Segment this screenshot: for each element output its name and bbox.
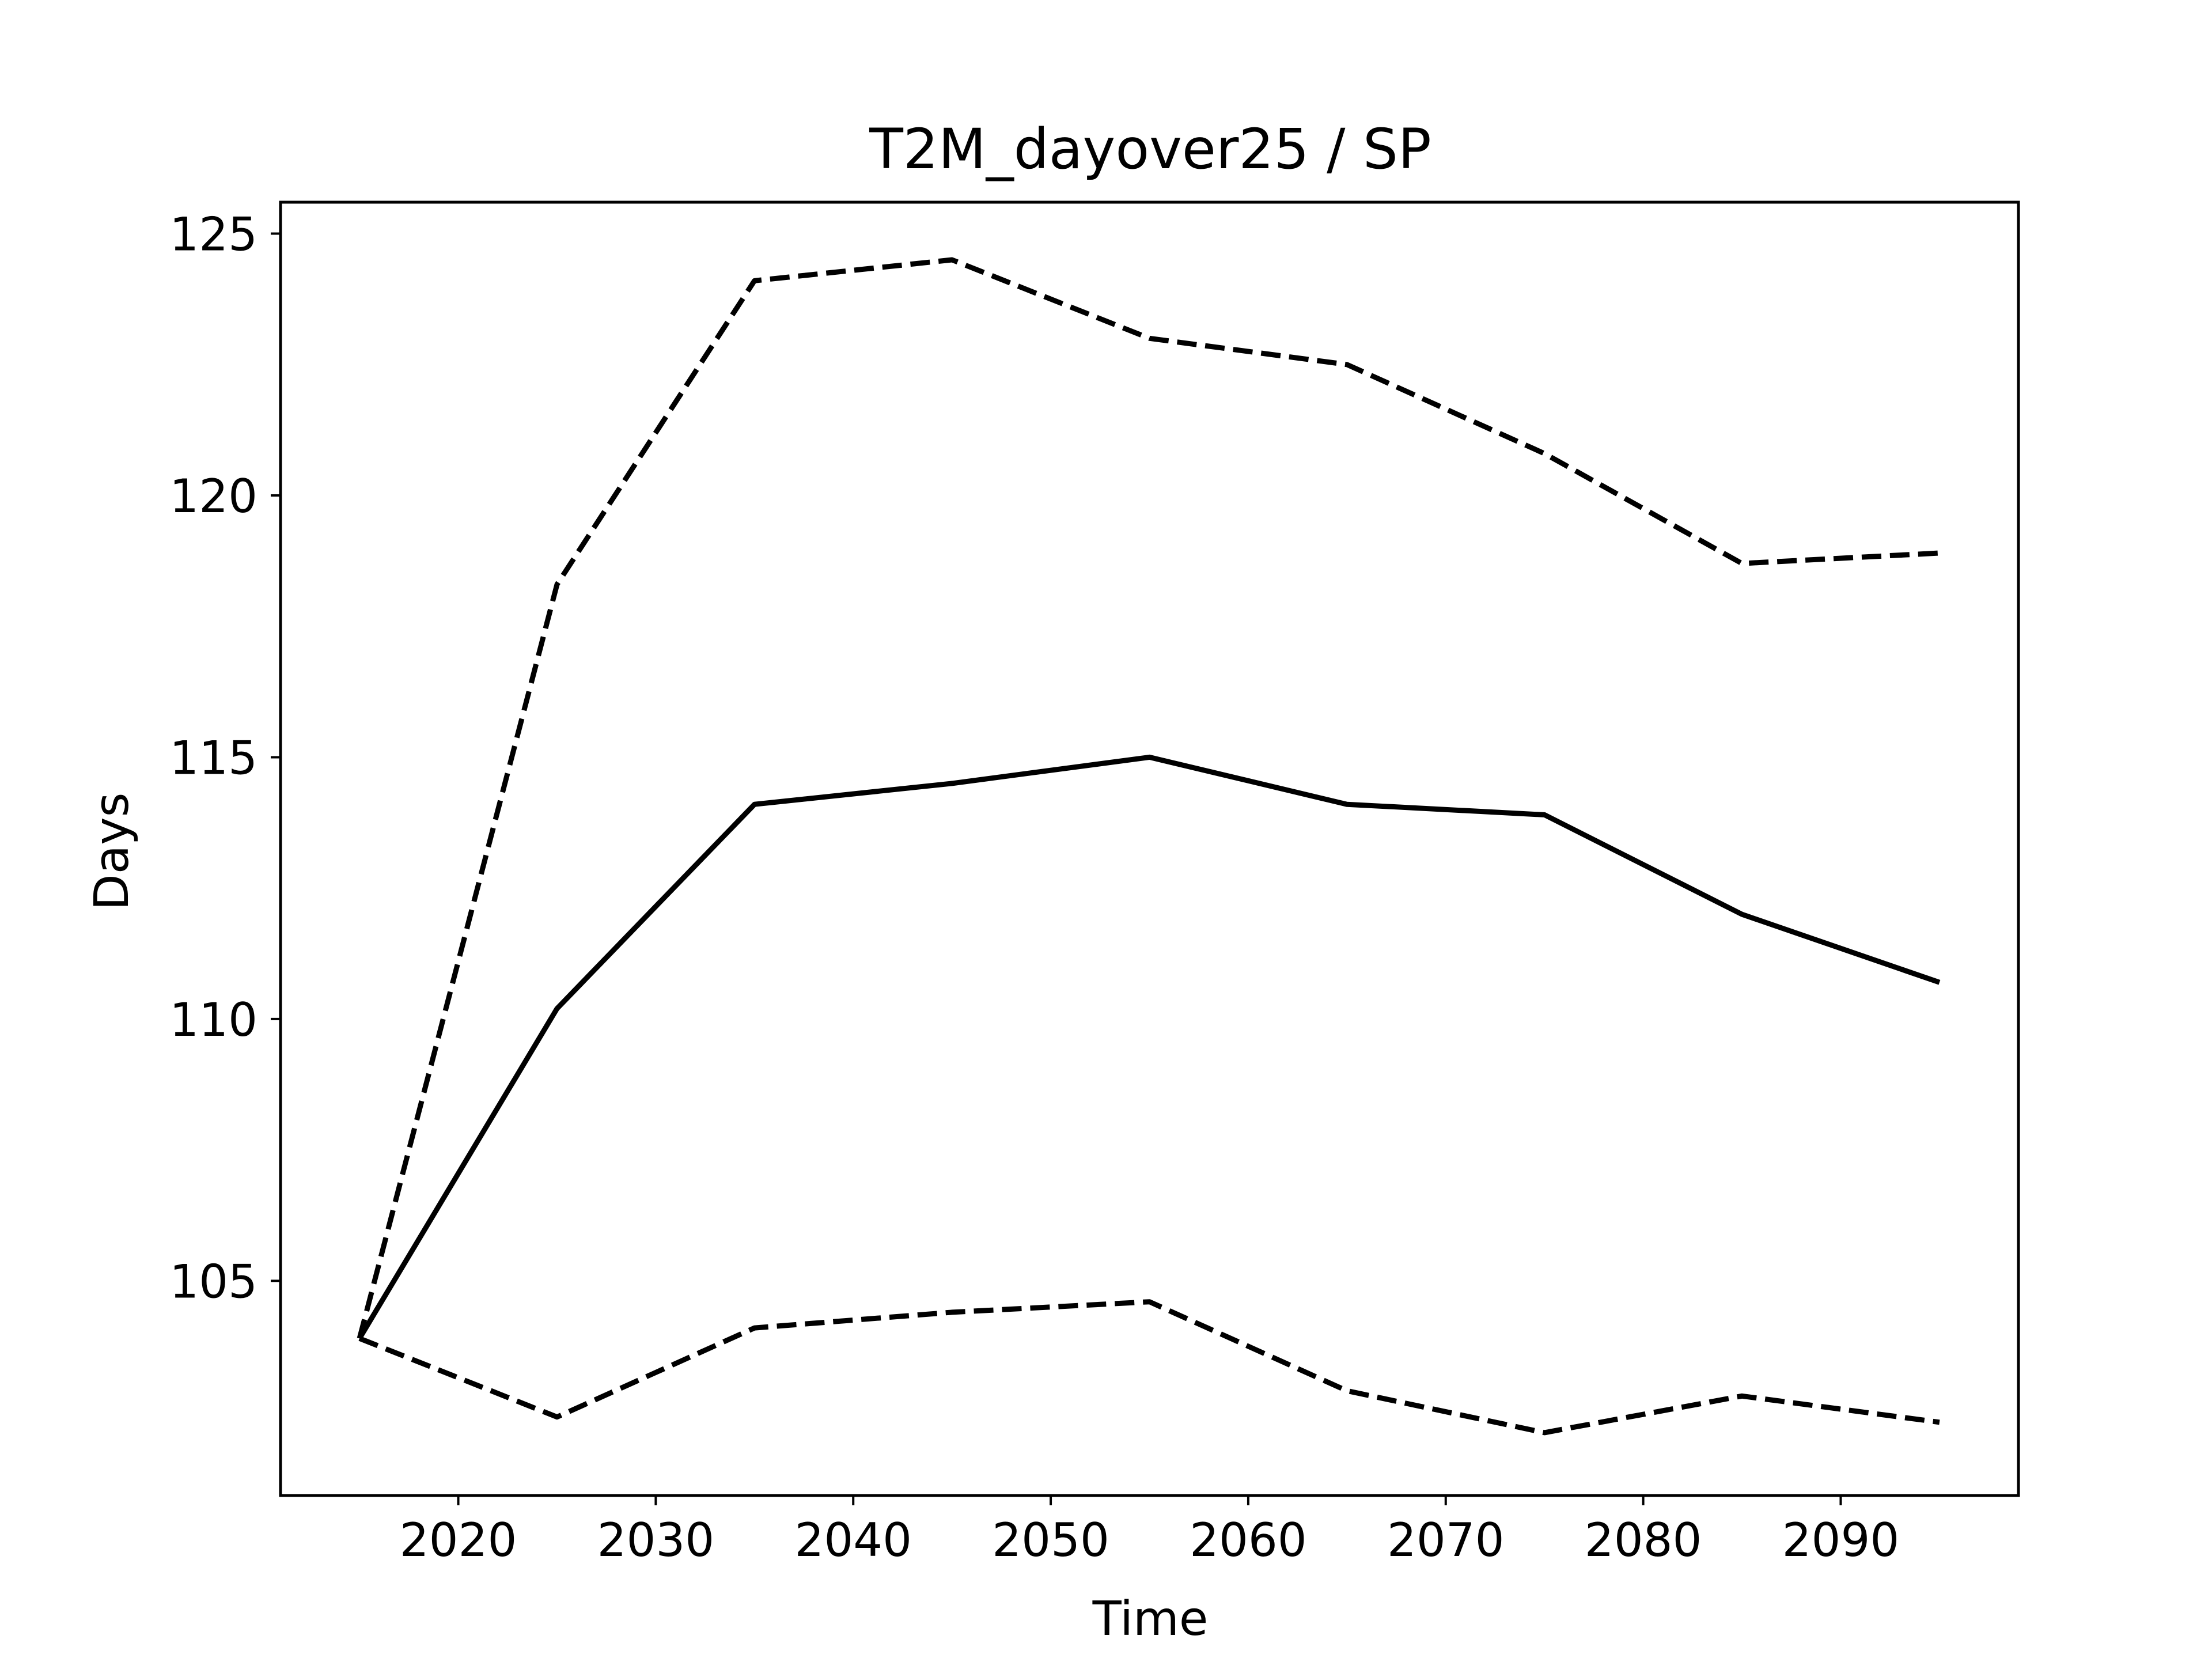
y-tick-label: 115 [169,731,257,785]
x-tick-label: 2020 [400,1513,517,1567]
x-tick-label: 2050 [992,1513,1109,1567]
chart-title: T2M_dayover25 / SP [869,117,1431,181]
x-tick-label: 2070 [1387,1513,1505,1567]
x-tick-label: 2060 [1190,1513,1307,1567]
y-tick-label: 120 [169,470,257,523]
x-tick-label: 2080 [1585,1513,1702,1567]
plot-area-frame [279,200,2020,1497]
axis-ticks: 2020 2030 2040 2050 2060 2070 2080 2090 105 110 11… [169,208,1899,1567]
upper-bound-line [357,257,1940,1339]
mean-line [357,754,1941,1340]
y-axis-label: Days [85,793,139,911]
x-axis-label: Time [1092,1592,1209,1646]
y-tick-label: 105 [169,1255,257,1308]
x-tick-label: 2030 [597,1513,715,1567]
x-tick-label: 2090 [1782,1513,1900,1567]
x-tick-label: 2040 [794,1513,912,1567]
lower-bound-line [358,1299,1940,1436]
y-tick-label: 110 [169,993,257,1047]
y-tick-label: 125 [169,208,257,262]
series-lines [357,257,1941,1436]
